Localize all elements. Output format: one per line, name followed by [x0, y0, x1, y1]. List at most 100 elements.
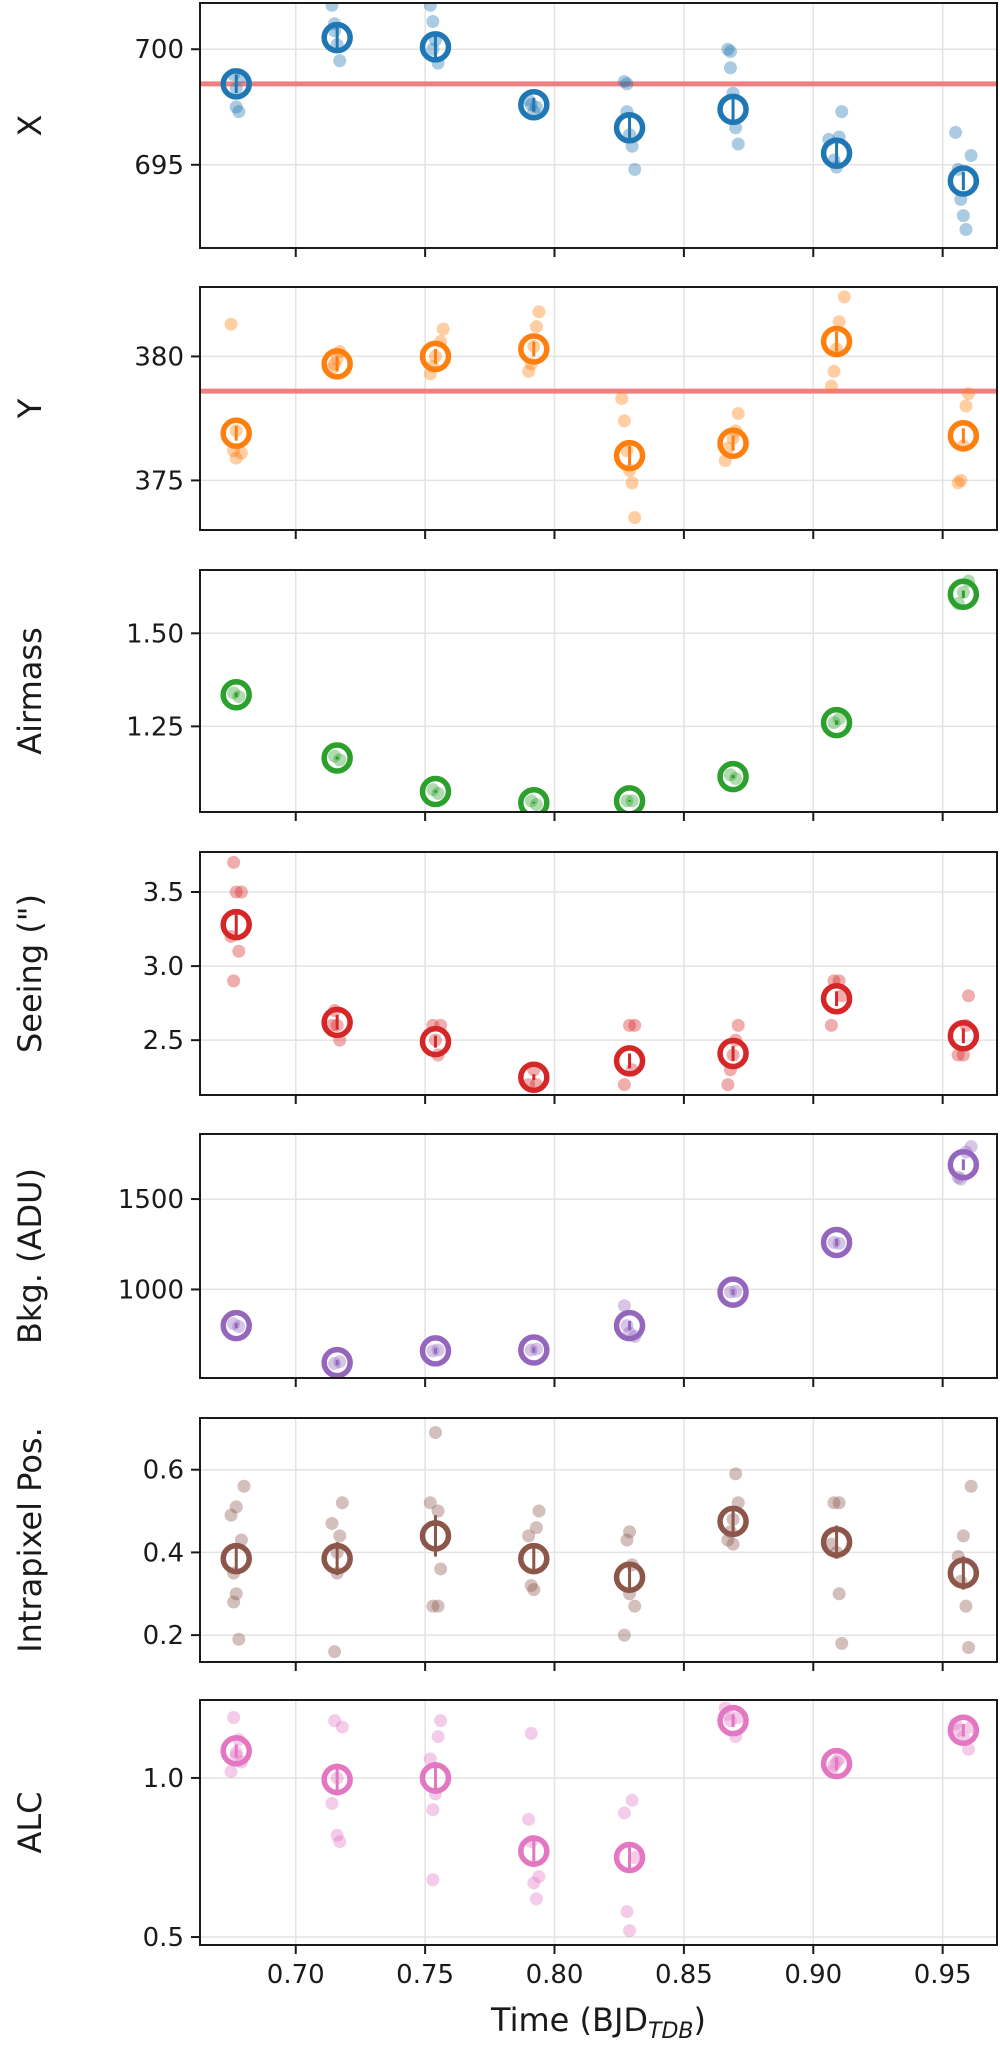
- y-tick-label: 0.4: [143, 1538, 184, 1568]
- raw-point: [731, 406, 745, 420]
- binned-point: [220, 1542, 252, 1575]
- panel-frame: [199, 2, 998, 249]
- raw-point: [628, 1851, 642, 1864]
- raw-point: [434, 1562, 448, 1576]
- y-tick-label: 0.6: [143, 1456, 184, 1486]
- binned-point: [419, 1335, 452, 1367]
- binned-point: [518, 1542, 550, 1575]
- raw-point: [431, 1343, 445, 1357]
- raw-point: [237, 1479, 251, 1493]
- x-axis-label-close: ): [694, 2001, 706, 2039]
- binned-point: [717, 427, 749, 459]
- binned-point: [717, 1037, 749, 1070]
- raw-point: [617, 75, 631, 89]
- binned-point: [717, 1505, 749, 1538]
- raw-point: [524, 1578, 538, 1592]
- raw-point: [729, 771, 743, 785]
- raw-point: [615, 392, 629, 406]
- raw-point: [529, 1342, 543, 1356]
- raw-point: [333, 1355, 347, 1369]
- binned-point: [518, 1334, 550, 1366]
- panel-frame: [199, 1133, 998, 1379]
- binned-point: [419, 340, 452, 373]
- raw-point: [434, 1714, 448, 1728]
- y-axis-label: Bkg. (ADU): [11, 1168, 49, 1344]
- binned-point: [820, 1747, 853, 1780]
- panel-1: 375 380 Y: [11, 286, 998, 539]
- binned-point: [947, 1148, 980, 1181]
- raw-point: [335, 1496, 349, 1510]
- y-tick-label: 0.5: [143, 1923, 184, 1953]
- panel-data: [220, 574, 980, 812]
- raw-point: [232, 1319, 246, 1333]
- raw-point: [625, 1793, 639, 1807]
- binned-point: [613, 112, 646, 144]
- raw-point: [426, 42, 440, 56]
- binned-point: [613, 439, 646, 472]
- binned-point: [321, 1006, 353, 1039]
- y-tick-label: 2.5: [143, 1026, 184, 1056]
- raw-point: [959, 223, 973, 237]
- raw-point: [951, 476, 965, 490]
- binned-point: [321, 1346, 353, 1378]
- raw-point: [949, 125, 963, 139]
- y-tick-label: 375: [134, 466, 184, 496]
- raw-point: [832, 315, 846, 329]
- y-axis-label: ALC: [11, 1791, 49, 1853]
- x-tick-label: 0.90: [784, 1960, 842, 1990]
- raw-point: [723, 45, 737, 59]
- y-axis-label: Intrapixel Pos.: [11, 1427, 49, 1653]
- x-tick-label: 0.85: [655, 1960, 713, 1990]
- raw-point: [824, 1537, 838, 1551]
- raw-point: [529, 1892, 543, 1906]
- raw-point: [227, 1711, 241, 1724]
- raw-point: [824, 1018, 838, 1032]
- x-tick-label: 0.75: [396, 1960, 454, 1990]
- binned-point: [820, 1526, 853, 1558]
- raw-point: [623, 1924, 637, 1938]
- raw-point: [962, 387, 976, 401]
- raw-point: [620, 77, 634, 91]
- y-tick-label: 1.50: [126, 619, 184, 649]
- raw-point: [325, 1796, 339, 1810]
- binned-point: [947, 420, 980, 452]
- x-axis-label-main: Time (BJD: [490, 2001, 648, 2039]
- raw-point: [962, 1641, 976, 1655]
- binned-point: [220, 908, 252, 941]
- raw-point: [232, 1632, 246, 1646]
- binned-point: [820, 706, 853, 739]
- y-tick-label: 695: [134, 151, 184, 181]
- x-axis-label-subscript: TDB: [648, 2019, 693, 2044]
- binned-point: [613, 785, 646, 812]
- raw-point: [431, 1730, 445, 1744]
- binned-point: [220, 68, 252, 100]
- panel-frame: [199, 1417, 998, 1663]
- panel-frame: [199, 286, 998, 531]
- raw-point: [529, 1521, 543, 1535]
- y-tick-label: 3.5: [143, 878, 184, 908]
- raw-point: [962, 1742, 976, 1756]
- panel-frame: [199, 569, 998, 813]
- raw-point: [832, 1236, 846, 1250]
- binned-point: [820, 325, 853, 358]
- raw-point: [330, 1828, 344, 1842]
- binned-point: [947, 578, 980, 610]
- binned-point: [717, 1704, 749, 1737]
- raw-point: [617, 1299, 631, 1313]
- binned-point: [947, 1714, 980, 1746]
- panel-data: [220, 1701, 980, 1938]
- raw-point: [522, 1529, 536, 1543]
- panel-frame: [199, 851, 998, 1096]
- y-axis-label: X: [11, 115, 49, 137]
- raw-point: [956, 1048, 970, 1062]
- x-tick-label: 0.80: [526, 1960, 584, 1990]
- raw-point: [529, 100, 543, 114]
- raw-point: [956, 1529, 970, 1543]
- raw-point: [623, 1525, 637, 1539]
- raw-point: [325, 3, 339, 12]
- raw-point: [333, 1835, 347, 1849]
- binned-point: [321, 1763, 353, 1796]
- raw-point: [333, 54, 347, 68]
- binned-point: [419, 31, 452, 63]
- raw-point: [951, 1048, 965, 1062]
